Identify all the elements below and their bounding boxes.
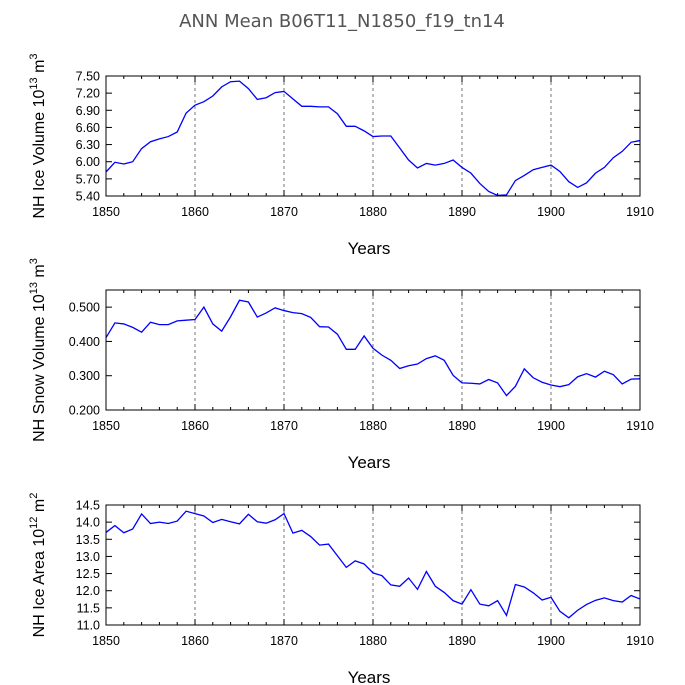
- y-tick-label: 5.40: [76, 190, 100, 204]
- x-tick-label: 1910: [626, 634, 654, 648]
- x-tick-label: 1890: [448, 419, 476, 433]
- y-axis-title-unit: m: [31, 499, 48, 517]
- y-axis-title-unit: m: [31, 60, 48, 78]
- x-tick-label: 1890: [448, 634, 476, 648]
- x-tick-label: 1880: [359, 205, 387, 219]
- x-tick-label: 1860: [181, 634, 209, 648]
- y-axis-title: NH Snow Volume 1013 m3: [28, 258, 48, 442]
- x-tick-label: 1850: [92, 205, 120, 219]
- y-tick-label: 11.5: [77, 601, 100, 615]
- x-tick-label: 1850: [92, 419, 120, 433]
- y-tick-label: 14.5: [76, 499, 100, 513]
- x-axis-title: Years: [348, 239, 391, 258]
- x-tick-label: 1910: [626, 419, 654, 433]
- y-tick-label: 14.0: [76, 516, 100, 530]
- figure-title: ANN Mean B06T11_N1850_f19_tn14: [179, 11, 505, 32]
- x-tick-label: 1900: [537, 205, 565, 219]
- y-tick-label: 6.90: [76, 104, 100, 118]
- y-axis-title: NH Ice Area 1012 m2: [28, 493, 48, 638]
- y-tick-label: 12.5: [76, 567, 100, 581]
- series-line: [105, 80, 641, 197]
- y-axis-title-exponent: 13: [28, 282, 40, 294]
- x-tick-label: 1890: [448, 205, 476, 219]
- panel-ice-area: 1850 1860 1870 1880 1890 1900 1910 11.0 11.5 12.0…: [28, 493, 654, 685]
- y-tick-label: 6.60: [76, 121, 100, 135]
- x-tick-label: 1860: [181, 205, 209, 219]
- series-line: [105, 510, 641, 619]
- y-axis-title: NH Ice Volume 1013 m3: [28, 53, 48, 218]
- y-tick-label: 13.0: [76, 550, 100, 564]
- y-tick-label: 6.00: [76, 155, 100, 169]
- y-tick-label: 0.400: [69, 335, 100, 349]
- x-axis-title: Years: [348, 668, 391, 685]
- x-tick-label: 1870: [270, 205, 298, 219]
- y-axis-title-unit-exponent: 3: [28, 53, 40, 59]
- x-axis-title: Years: [348, 453, 391, 472]
- y-axis-title-text: NH Snow Volume 10: [31, 294, 48, 442]
- x-tick-label: 1900: [537, 634, 565, 648]
- y-axis-title-text: NH Ice Area 10: [31, 529, 48, 638]
- x-tick-label: 1870: [270, 419, 298, 433]
- x-tick-label: 1860: [181, 419, 209, 433]
- y-tick-label: 5.70: [76, 172, 100, 186]
- x-tick-label: 1900: [537, 419, 565, 433]
- y-tick-label: 0.300: [69, 369, 100, 383]
- y-tick-label: 12.0: [76, 584, 100, 598]
- y-axis-title-exponent: 13: [28, 77, 40, 89]
- y-tick-label: 11.0: [77, 619, 100, 633]
- y-axis-title-unit-exponent: 3: [28, 258, 40, 264]
- y-axis-title-text: NH Ice Volume 10: [31, 90, 48, 219]
- series-line: [105, 299, 641, 397]
- y-axis-title-unit-exponent: 2: [28, 493, 40, 499]
- panel-snow-volume: 1850 1860 1870 1880 1890 1900 1910 0.200 0.300 0.…: [28, 258, 654, 472]
- x-tick-label: 1870: [270, 634, 298, 648]
- y-tick-label: 7.50: [76, 70, 100, 84]
- y-tick-label: 7.20: [76, 87, 100, 101]
- y-axis-title-unit: m: [31, 264, 48, 282]
- x-tick-label: 1880: [359, 419, 387, 433]
- panel-ice-volume: 1850 1860 1870 1880 1890 1900 1910 5.40 5.70 6.00…: [28, 53, 654, 258]
- y-tick-label: 6.30: [76, 138, 100, 152]
- y-tick-label: 0.200: [69, 404, 100, 418]
- x-tick-label: 1850: [92, 634, 120, 648]
- x-tick-label: 1910: [626, 205, 654, 219]
- y-tick-label: 0.500: [69, 301, 100, 315]
- x-tick-label: 1880: [359, 634, 387, 648]
- y-axis-title-exponent: 12: [28, 517, 40, 529]
- y-tick-label: 13.5: [76, 533, 100, 547]
